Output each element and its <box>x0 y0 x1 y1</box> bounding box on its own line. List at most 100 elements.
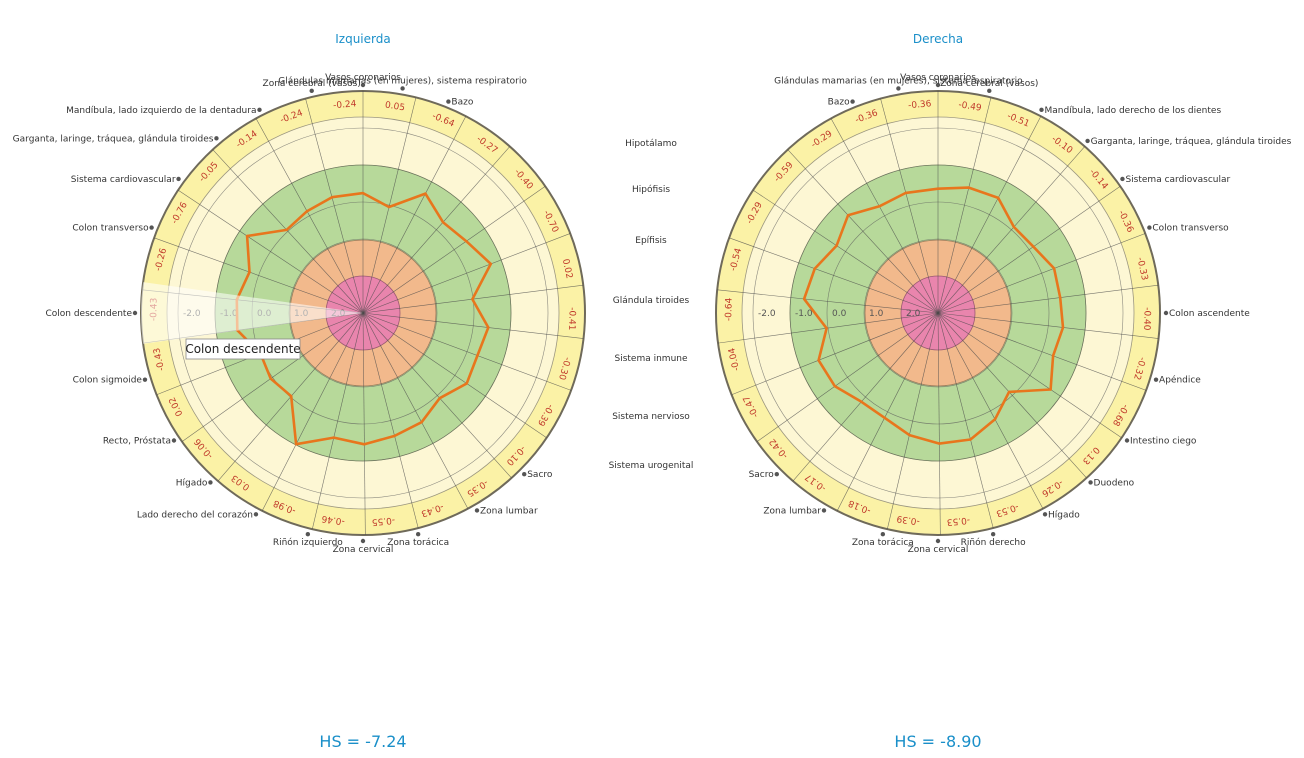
organ-label: Zona lumbar <box>763 506 821 516</box>
ring-tick-label: -1.0 <box>795 309 813 319</box>
organ-marker <box>1039 107 1044 113</box>
spoke <box>836 312 939 511</box>
middle-organ-label: Hipotálamo <box>625 139 677 149</box>
spoke <box>362 116 467 314</box>
value-label: -0.41 <box>566 307 577 331</box>
organ-marker <box>415 532 421 537</box>
ring-tick-label: 1.0 <box>869 309 884 319</box>
series-point <box>813 267 816 270</box>
series-point <box>465 240 468 243</box>
organ-label: Colon transverso <box>1152 224 1229 234</box>
spoke <box>154 237 364 314</box>
spoke <box>937 284 1159 314</box>
organ-marker <box>880 532 886 537</box>
organ-label: Glándulas mamarias (en mujeres), sistema… <box>774 76 1023 86</box>
organ-label: Colon transverso <box>72 224 149 234</box>
middle-organ-label: Sistema urogenital <box>609 461 694 471</box>
organ-marker <box>171 438 177 443</box>
series-point <box>878 205 881 208</box>
organ-label: Zona cervical <box>908 545 969 555</box>
spoke <box>937 312 1159 339</box>
series-point <box>476 354 479 357</box>
organ-label: Vasos coronarios <box>900 73 976 83</box>
organ-marker <box>257 107 262 113</box>
organ-marker <box>1088 480 1093 485</box>
spoke <box>362 312 584 339</box>
middle-organ-label: Sistema nervioso <box>612 412 690 422</box>
series-point <box>248 270 251 274</box>
organ-label: Zona cerebral (vasos) <box>263 79 361 89</box>
spoke <box>362 146 511 314</box>
series-point <box>908 433 911 437</box>
series-point <box>996 196 1000 200</box>
organ-marker <box>987 88 992 94</box>
series-point <box>833 385 837 388</box>
series-point <box>1032 245 1035 248</box>
value-label: -0.40 <box>1141 307 1152 331</box>
spoke <box>362 312 547 439</box>
spoke <box>880 98 939 314</box>
organ-label: Zona lumbar <box>480 506 538 516</box>
organ-marker <box>1042 512 1048 517</box>
organ-marker <box>400 86 405 91</box>
series-point <box>269 377 272 380</box>
middle-organ-labels: Hipotálamo Hipófisis Epífisis Glándula tiro… <box>609 139 694 471</box>
spoke <box>312 312 364 530</box>
spoke <box>362 186 546 314</box>
spoke <box>362 312 512 479</box>
organ-label: Zona cerebral (vasos) <box>940 79 1038 89</box>
series-point <box>936 187 940 190</box>
organ-marker <box>935 82 941 88</box>
organ-label: Zona torácica <box>852 538 914 548</box>
series-point <box>285 228 288 232</box>
series-point <box>993 418 997 421</box>
spoke <box>937 186 1121 314</box>
organ-label: Zona torácica <box>387 538 449 548</box>
ring-tick-label: 2.0 <box>906 309 921 319</box>
spoke <box>177 189 364 314</box>
spoke <box>787 149 939 314</box>
organ-label: Intestino ciego <box>1130 436 1197 446</box>
organ-label: Lado derecho del corazón <box>137 509 253 520</box>
organ-label: Sacro <box>527 470 553 480</box>
organ-marker <box>1120 176 1125 182</box>
highlighted-sector <box>141 282 363 344</box>
organ-label: Garganta, laringe, tráquea, glándula tir… <box>13 134 214 144</box>
spoke <box>756 312 939 442</box>
middle-organ-label: Epífisis <box>635 236 667 246</box>
organ-label: Bazo <box>828 98 850 108</box>
organ-label: Mandíbula, lado derecho de los dientes <box>1045 106 1222 116</box>
spoke <box>937 233 1146 314</box>
series-point <box>1012 225 1016 229</box>
series-point <box>294 443 298 446</box>
chart-title: Izquierda <box>335 32 390 46</box>
spoke <box>937 312 1087 479</box>
spoke <box>362 233 571 314</box>
organ-label: Zona cervical <box>333 545 394 555</box>
organ-label: Recto, Próstata <box>103 435 171 446</box>
organ-label: Colon descendente <box>45 309 132 319</box>
series-point <box>489 262 493 266</box>
spoke <box>937 312 1044 509</box>
spoke <box>887 312 939 530</box>
tooltip-layer: Colon descendente <box>141 282 363 360</box>
organ-marker <box>896 86 901 91</box>
organ-marker <box>305 532 311 537</box>
spoke <box>717 289 939 314</box>
spoke <box>937 146 1086 314</box>
series-point <box>1007 390 1011 394</box>
organ-label: Mandíbula, lado izquierdo de la dentadur… <box>66 106 256 116</box>
spoke <box>937 312 941 535</box>
series-point <box>825 327 828 330</box>
organ-marker <box>132 310 138 316</box>
ring-tick-label: -2.0 <box>758 309 776 319</box>
series-point <box>846 214 850 217</box>
spoke <box>362 312 469 509</box>
organ-label: Colon sigmoide <box>73 376 143 386</box>
organ-marker <box>990 532 996 537</box>
spoke <box>212 149 364 314</box>
organ-marker <box>522 472 527 477</box>
tooltip-text: Colon descendente <box>185 342 300 356</box>
series-point <box>289 394 293 398</box>
tooltip-box <box>185 338 301 360</box>
